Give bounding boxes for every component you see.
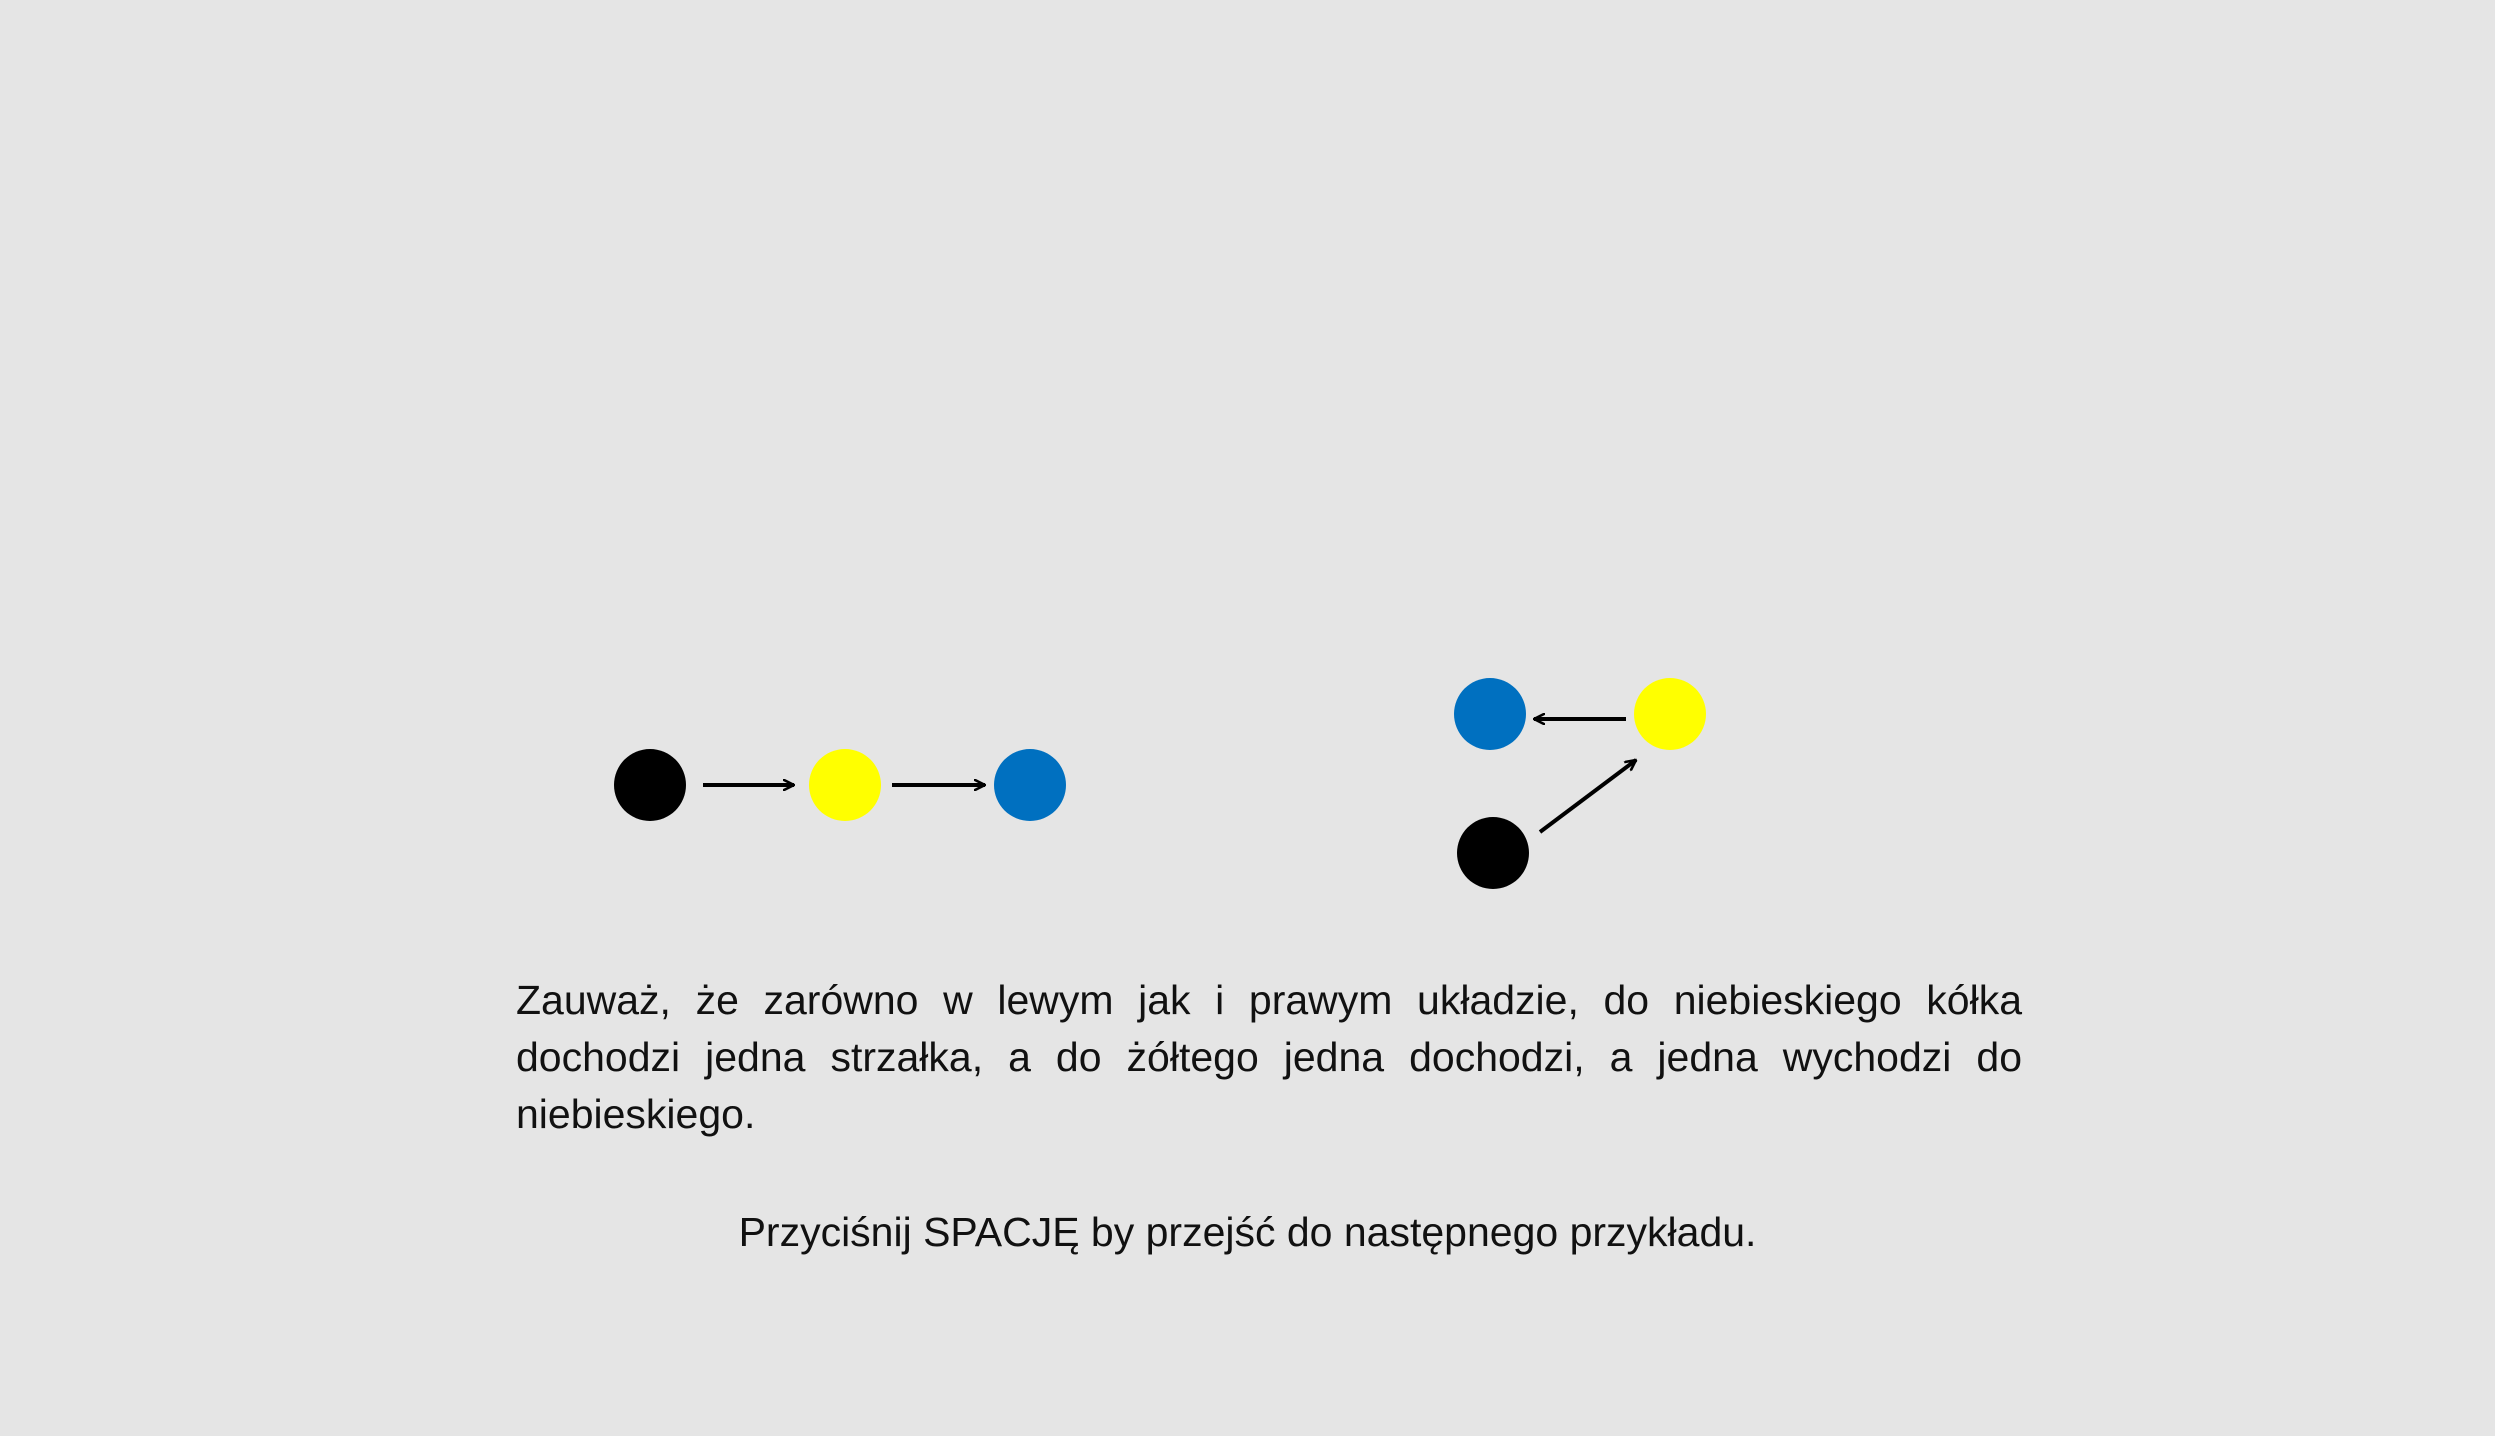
- node-black-left: [614, 749, 686, 821]
- node-yellow-right: [1634, 678, 1706, 750]
- node-blue-left: [994, 749, 1066, 821]
- arrow-black-to-yellow-right: [1538, 758, 1636, 834]
- explanation-text: Zauważ, że zarówno w lewym jak i prawym …: [516, 977, 2022, 1137]
- right-arrangement: [1454, 678, 1706, 889]
- node-yellow-left: [809, 749, 881, 821]
- node-blue-right: [1454, 678, 1526, 750]
- instruction-text: Przyciśnij SPACJĘ by przejść do następne…: [738, 1209, 1757, 1255]
- node-black-right: [1457, 817, 1529, 889]
- left-arrangement: [614, 749, 1066, 821]
